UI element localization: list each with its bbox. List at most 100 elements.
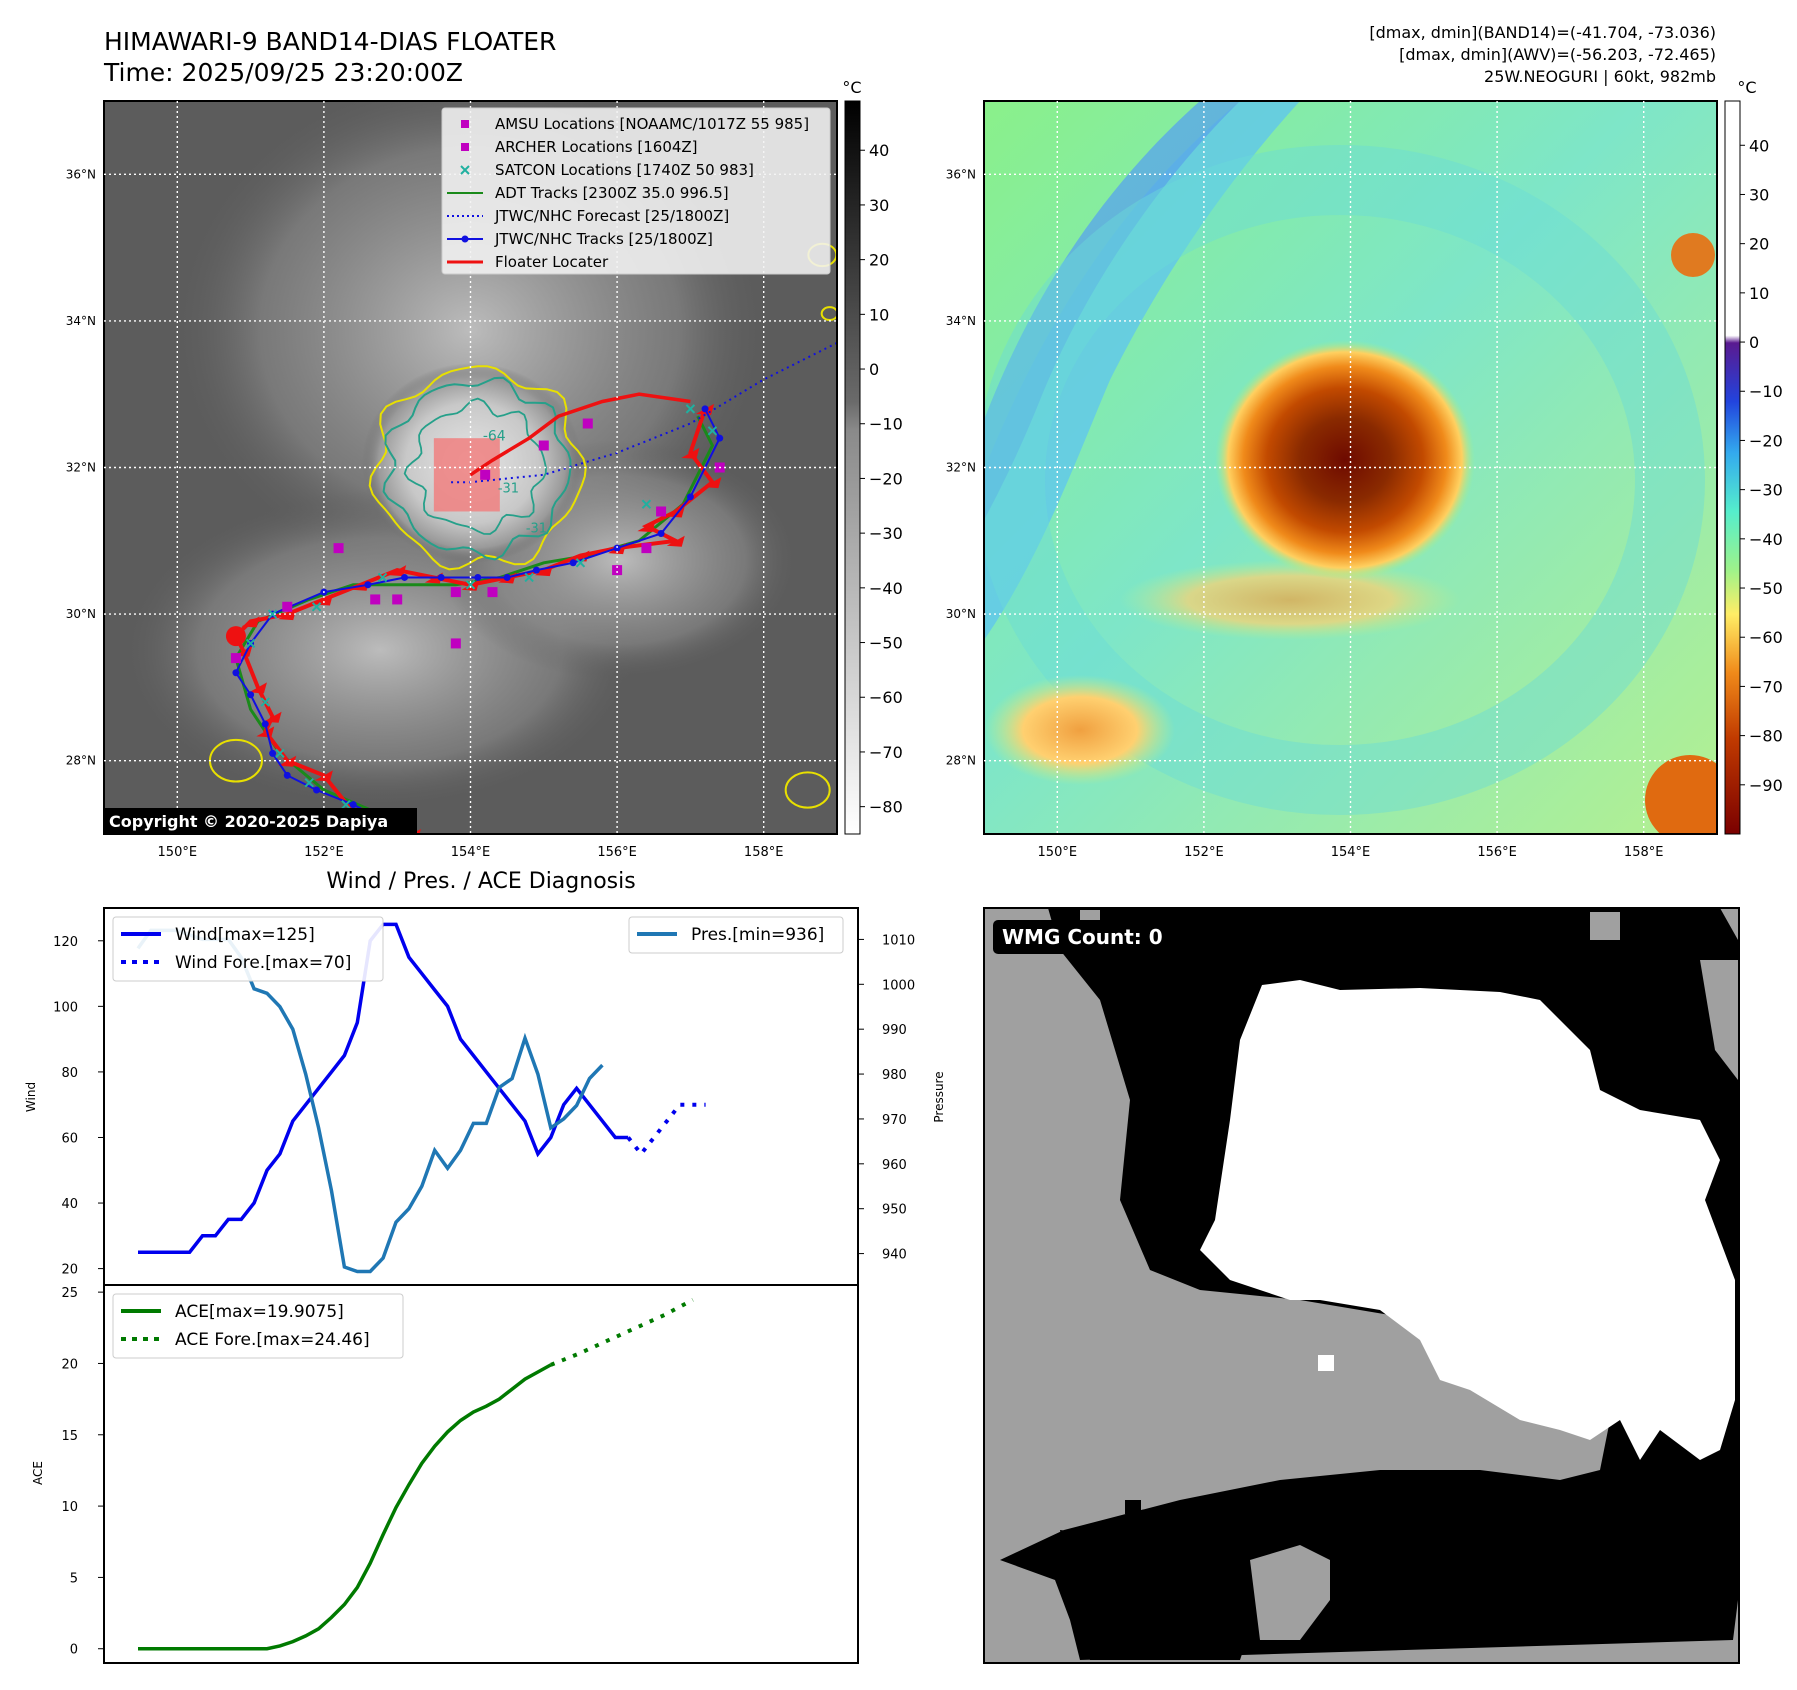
satcon-marker	[245, 638, 256, 649]
awv-lon-label: 152°E	[1184, 845, 1224, 860]
legend-label: SATCON Locations [1740Z 50 983]	[495, 161, 754, 179]
awv-colorbar-unit: °C	[1737, 78, 1756, 97]
ace-panel: 0 5 10 15 20 25 ACE ACE[max=19.9075] ACE Fore…	[31, 1284, 859, 1664]
ace-ticks: 0 5 10 15 20 25	[61, 1286, 104, 1658]
ir-colorbar-unit: °C	[842, 78, 861, 97]
jtwc-track-point	[247, 691, 255, 699]
dmax-awv-label: [dmax, dmin](AWV)=(-56.203, -72.465)	[1399, 45, 1716, 64]
pressure-tick-label: 1010	[882, 933, 915, 948]
colorbar-tick-label: −10	[1749, 382, 1783, 401]
ir-island-contour	[784, 771, 831, 809]
ace-forecast-line	[550, 1298, 694, 1367]
legend-label: JTWC/NHC Forecast [25/1800Z]	[494, 207, 729, 225]
wmg-label-box	[993, 920, 1169, 954]
floater-arrow-marker	[388, 565, 407, 577]
jtwc-track-point	[532, 566, 540, 574]
colorbar-tick-label: 40	[869, 141, 889, 160]
floater-arrow-marker	[278, 755, 297, 767]
pressure-tick-label: 1000	[882, 978, 915, 993]
ace-tick-label: 25	[61, 1286, 78, 1301]
floater-track-recent	[469, 392, 691, 477]
wind-tick-label: 100	[53, 1000, 78, 1015]
wind-legend-box	[112, 916, 384, 982]
ir-lon-label: 152°E	[304, 845, 344, 860]
satcon-marker	[685, 404, 696, 414]
floater-arrow-marker	[241, 616, 260, 628]
legend-label: ADT Tracks [2300Z 35.0 996.5]	[495, 184, 729, 202]
legend-label: JTWC/NHC Tracks [25/1800Z]	[494, 230, 713, 248]
jtwc-track-point	[401, 573, 409, 581]
jtwc-track-point	[437, 573, 445, 581]
pressure-tick-label: 940	[882, 1248, 907, 1263]
colorbar-tick-label: 0	[1749, 333, 1759, 352]
floater-arrow-marker	[681, 447, 700, 459]
wind-forecast-legend-label: Wind Fore.[max=70]	[175, 953, 351, 973]
ir-colorbar-ticks: 40 30 20 10 0 −10 −20 −30 −40 −50 −60 −70 −80	[860, 141, 903, 817]
colorbar-tick-label: −50	[1749, 579, 1783, 598]
colorbar-tick-label: −20	[869, 469, 903, 488]
awv-lat-label: 36°N	[946, 167, 976, 181]
jtwc-track-point	[349, 801, 357, 809]
legend-square-marker	[461, 143, 469, 151]
floater-arrow-marker	[278, 609, 297, 621]
jtwc-track-point	[686, 493, 694, 501]
wind-panel-title: Wind / Pres. / ACE Diagnosis	[326, 869, 635, 894]
satcon-marker	[641, 499, 652, 509]
pres-legend-label: Pres.[min=936]	[691, 925, 824, 945]
amsu-marker	[582, 418, 593, 429]
awv-warm-patch-se	[1645, 755, 1717, 834]
jtwc-track-point	[701, 405, 709, 413]
wmg-panel: WMG Count: 0	[983, 907, 1740, 1664]
colorbar-tick-label: −10	[869, 415, 903, 434]
satcon-marker	[575, 558, 586, 568]
dmax-band14-label: [dmax, dmin](BAND14)=(-41.704, -73.036)	[1369, 23, 1716, 42]
wmg-black-speck	[1125, 1500, 1141, 1514]
amsu-marker	[333, 543, 344, 554]
amsu-marker	[656, 506, 667, 517]
awv-lon-label: 158°E	[1624, 845, 1664, 860]
pressure-tick-label: 980	[882, 1068, 907, 1083]
copyright-box	[104, 808, 417, 834]
ir-lat-label: 28°N	[66, 754, 96, 768]
awv-lat-label: 28°N	[946, 754, 976, 768]
colorbar-tick-label: −60	[869, 688, 903, 707]
amsu-marker	[450, 587, 461, 598]
wind-tick-label: 120	[53, 935, 78, 950]
satcon-marker	[341, 799, 351, 810]
wind-forecast-line	[626, 1102, 706, 1158]
ir-legend-box	[441, 107, 831, 275]
wind-ticks: 20 40 60 80 100 120 940 950 960 970 980 990 1000 1010	[53, 933, 915, 1277]
colorbar-tick-label: −30	[869, 524, 903, 543]
satcon-marker	[275, 748, 285, 759]
jtwc-track-point	[269, 749, 277, 757]
amsu-marker	[538, 440, 549, 451]
wind-legend-label: Wind[max=125]	[175, 925, 315, 945]
colorbar-tick-label: −80	[869, 798, 903, 817]
colorbar-tick-label: 30	[1749, 185, 1769, 204]
satcon-marker	[260, 697, 270, 707]
colorbar-tick-label: 0	[869, 360, 879, 379]
floater-arrow-marker	[248, 682, 267, 694]
wmg-white-speck	[1318, 1355, 1334, 1371]
ace-tick-label: 20	[61, 1357, 78, 1372]
wind-tick-label: 40	[61, 1197, 78, 1212]
awv-lat-label: 32°N	[946, 461, 976, 475]
contour-label: -64	[483, 429, 506, 445]
jtwc-track-point	[657, 529, 665, 537]
wmg-gray-patch-1	[1250, 1545, 1330, 1640]
colorbar-tick-label: −70	[869, 743, 903, 762]
ace-legend-box	[112, 1293, 404, 1359]
amsu-marker	[370, 594, 381, 605]
awv-dry-core	[984, 101, 1240, 520]
colorbar-tick-label: −50	[869, 634, 903, 653]
colorbar-tick-label: 10	[869, 305, 889, 324]
awv-lat-label: 34°N	[946, 314, 976, 328]
jtwc-track-point	[261, 720, 269, 728]
awv-axes: 150°E 152°E 154°E 156°E 158°E 36°N 34°N 32°N 30°…	[946, 101, 1717, 860]
wind-tick-label: 80	[61, 1066, 78, 1081]
awv-lat-label: 30°N	[946, 607, 976, 621]
colorbar-tick-label: 20	[869, 251, 889, 270]
ir-lon-label: 150°E	[158, 845, 198, 860]
contour-label: -31	[526, 522, 547, 537]
colorbar-tick-label: −20	[1749, 431, 1783, 450]
